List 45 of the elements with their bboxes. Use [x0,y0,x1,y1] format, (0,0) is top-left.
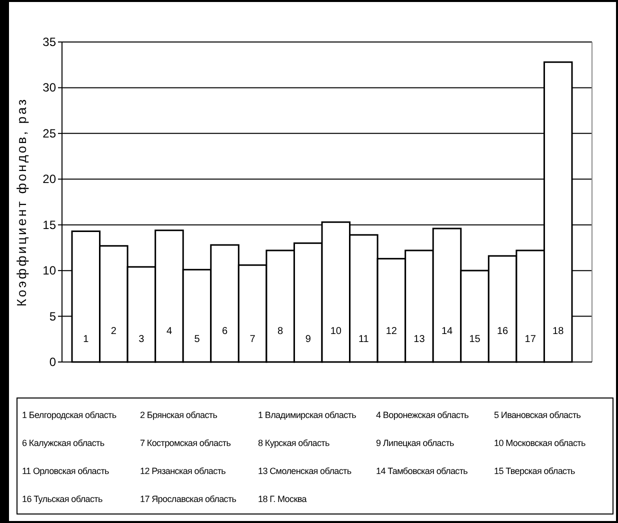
x-tick-label: 10 [330,326,342,337]
y-tick-label: 5 [49,309,56,324]
y-tick-label: 25 [42,126,56,140]
y-axis-title: Коэффициент фондов, раз [14,97,29,307]
text: 11 Орловская область [22,466,110,476]
x-tick-label: 5 [194,334,200,345]
text: 6 Калужская область [22,438,105,448]
text: 16 Тульская область [22,494,103,504]
text: 8 Курская область [258,438,330,448]
x-tick-label: 4 [166,326,172,337]
x-tick-label: 13 [414,334,426,345]
y-tick-label: 0 [49,355,56,369]
x-tick-label: 17 [524,334,536,345]
text: 2 Брянская область [140,410,218,420]
x-tick-label: 12 [386,326,398,337]
y-tick-label: 35 [42,35,56,49]
y-tick-label: 10 [42,264,56,278]
text: 15 Тверская область [494,466,576,476]
text: 5 Ивановская область [494,410,582,420]
text: 18 Г. Москва [258,494,307,504]
x-tick-label: 7 [250,334,256,345]
text: 4 Воронежская область [376,410,470,420]
y-tick-label: 30 [42,80,56,95]
x-tick-label: 8 [278,326,284,337]
text: 14 Тамбовская область [376,466,468,476]
x-tick-label: 14 [441,326,453,337]
y-tick-label: 15 [42,218,56,232]
x-tick-label: 11 [358,334,370,345]
x-tick-label: 1 [83,334,90,345]
text: 10 Московская область [494,438,586,448]
x-tick-label: 15 [469,334,481,345]
x-tick-label: 3 [138,334,145,345]
text: 13 Смоленская область [258,466,352,476]
text: 17 Ярославская область [140,494,237,504]
text: 12 Рязанская область [140,466,226,476]
x-tick-label: 18 [552,326,564,337]
text: 7 Костромская область [140,438,232,448]
x-tick-label: 2 [110,326,117,337]
x-tick-label: 9 [305,334,312,345]
y-tick-label: 20 [42,172,56,186]
text: 9 Липецкая область [376,438,455,448]
x-tick-label: 6 [222,326,228,337]
text: 1 Владимирская область [258,410,357,420]
x-tick-label: 16 [496,326,509,337]
text: 1 Белгородская область [22,410,117,420]
